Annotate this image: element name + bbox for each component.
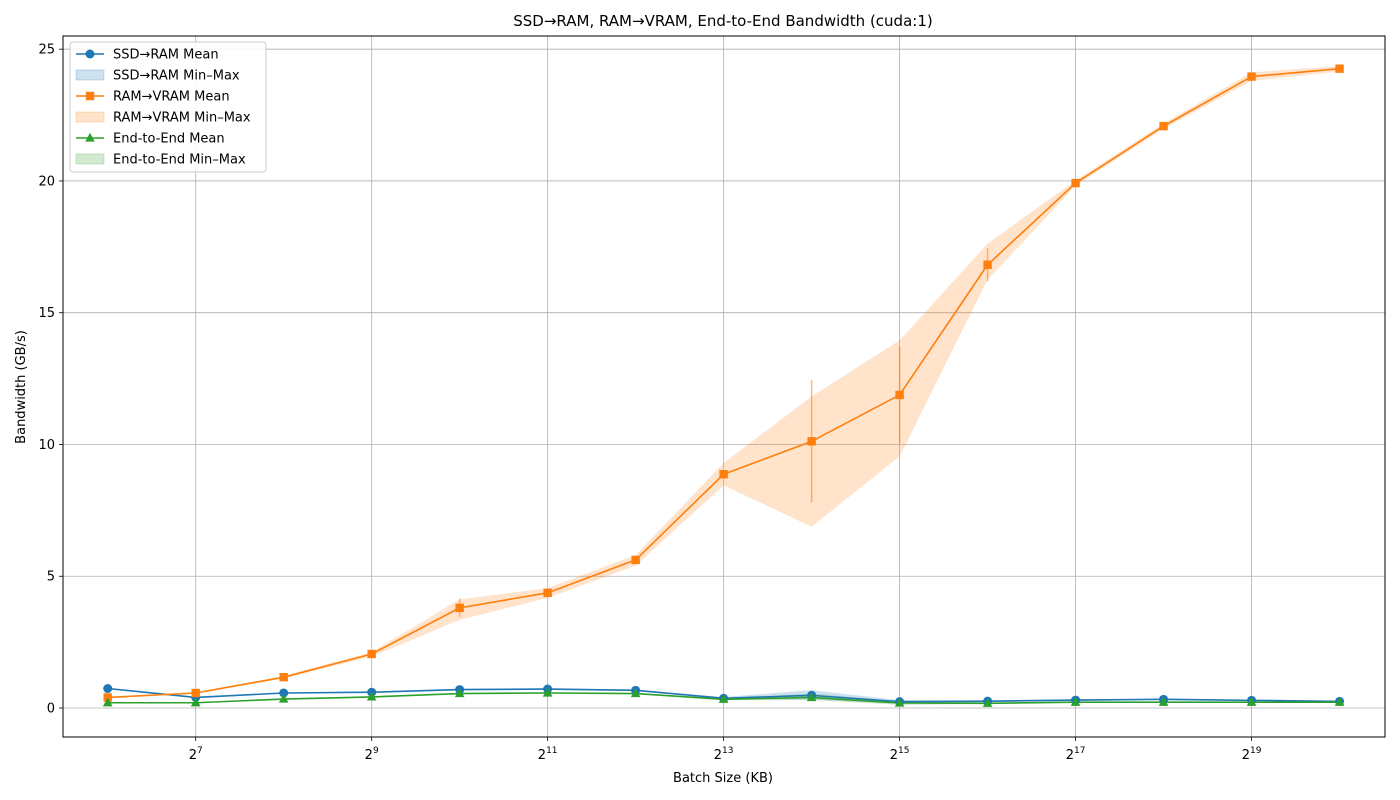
legend-label: End-to-End Mean [113,132,225,147]
x-tick-base: 2 [365,748,373,763]
ram-vram-point [455,603,464,613]
end-to-end-point [1158,697,1169,706]
ram-vram-point [543,588,552,598]
ram-vram-point [1159,121,1168,131]
y-tick-label: 5 [47,570,55,585]
y-axis-title: Bandwidth (GB/s) [14,330,29,444]
legend-label: End-to-End Min–Max [113,153,246,168]
ram-vram-point [1247,72,1256,81]
x-tick-label: 29 [365,746,379,763]
x-tick-exponent: 15 [898,746,909,756]
y-tick-label: 0 [47,702,55,717]
x-tick-base: 2 [714,748,722,763]
end-to-end-point [1070,697,1081,706]
legend-label: SSD→RAM Min–Max [113,69,240,84]
legend-box [69,41,267,173]
x-tick-label: 27 [189,746,203,763]
legend-band-swatch [75,111,105,123]
grid [63,36,1385,737]
y-tick-label: 10 [38,438,55,453]
x-tick-base: 2 [189,748,197,763]
x-tick-label: 211 [538,746,558,763]
end-to-end-point [366,691,377,701]
ram-vram-point [1335,64,1344,73]
ram-vram-point [807,437,816,446]
x-tick-exponent: 7 [197,746,203,756]
x-axis-title: Batch Size (KB) [673,771,773,786]
ram-vram-point [719,470,728,479]
x-tick-base: 2 [890,748,898,763]
ram-vram-point [191,688,200,698]
x-tick-label: 217 [1066,746,1086,763]
end-to-end-point [894,697,905,707]
end-to-end-point [1334,697,1345,706]
x-tick-label: 219 [1242,746,1262,763]
y-tick-label: 15 [38,306,55,321]
x-tick-exponent: 13 [722,746,733,756]
legend-marker-swatch [85,49,95,59]
x-tick-exponent: 19 [1250,746,1262,756]
legend-band-swatch [75,153,105,165]
ram-vram-point [983,260,992,269]
y-tick-label: 20 [38,174,55,189]
ram-vram-point [367,649,376,659]
end-to-end-point [630,688,641,698]
ssd-ram-point [279,688,289,698]
end-to-end-point [982,698,993,707]
ssd-ram-point [103,684,113,694]
legend-marker-swatch [85,91,95,101]
x-tick-exponent: 11 [546,746,557,756]
ram-vram-point [279,672,288,682]
end-to-end-point [806,692,817,702]
end-to-end-point [102,697,113,707]
legend-marker-swatch [85,132,95,142]
x-tick-base: 2 [1242,748,1250,763]
legend-label: RAM→VRAM Min–Max [113,111,251,126]
x-tick-label: 215 [890,746,910,763]
end-to-end-point [1246,697,1257,706]
ram-vram-point [895,390,904,400]
series-markers [102,64,1345,707]
legend: SSD→RAM Mean SSD→RAM Min–Max RAM→VRAM Mean… [69,41,267,173]
end-to-end-point [542,687,553,697]
ram-vram-point [1071,178,1080,188]
x-tick-base: 2 [1066,748,1074,763]
legend-label: RAM→VRAM Mean [113,90,230,105]
legend-band-swatch [75,69,105,81]
end-to-end-point [454,688,465,698]
y-tick-label: 25 [38,43,55,58]
end-to-end-point [190,697,201,707]
ram-vram-point [631,555,640,565]
x-tick-label: 213 [714,746,734,763]
x-tick-base: 2 [538,748,546,763]
x-tick-exponent: 17 [1074,746,1085,756]
end-to-end-point [278,693,289,703]
chart-title: SSD→RAM, RAM→VRAM, End-to-End Bandwidth … [513,12,932,30]
end-to-end-point [718,694,729,703]
x-tick-exponent: 9 [373,746,379,756]
ram-vram-point [103,693,112,702]
legend-label: SSD→RAM Mean [113,48,219,63]
